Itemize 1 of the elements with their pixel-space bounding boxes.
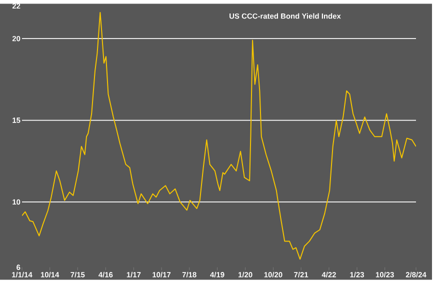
line-series xyxy=(22,12,416,260)
